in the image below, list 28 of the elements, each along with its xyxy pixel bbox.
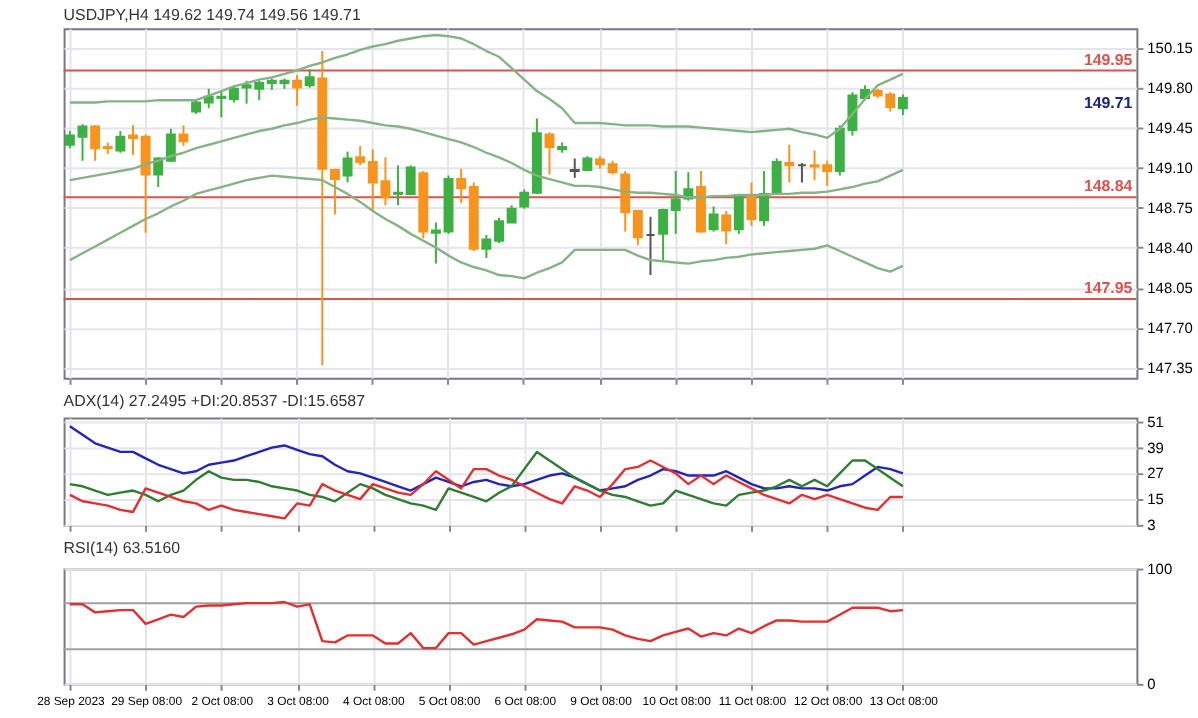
candlestick — [178, 124, 189, 147]
candlestick — [115, 130, 126, 154]
candlestick — [304, 68, 315, 89]
line-series — [68, 459, 905, 520]
candlestick — [342, 150, 353, 184]
candlestick — [897, 93, 908, 117]
chart-title: USDJPY,H4 149.62 149.74 149.56 149.71 — [63, 6, 362, 25]
candlestick — [569, 157, 580, 179]
candlestick — [759, 170, 770, 227]
ref-line-label: 149.95 — [1083, 50, 1134, 69]
line-series — [68, 174, 905, 280]
line-series — [68, 450, 905, 512]
chart-title: RSI(14) 63.5160 — [63, 538, 182, 557]
annotation: 149.71 — [1083, 93, 1134, 112]
ref-line-label: 148.84 — [1083, 177, 1134, 196]
line-series — [68, 424, 905, 492]
candlestick — [746, 181, 757, 227]
line-series — [68, 600, 905, 650]
candlestick — [695, 170, 706, 234]
candlestick — [784, 143, 795, 184]
candlestick — [721, 210, 732, 246]
candlestick — [708, 205, 719, 233]
chart-title: ADX(14) 27.2495 +DI:20.8537 -DI:15.6587 — [63, 391, 367, 410]
candlestick — [771, 157, 782, 197]
candlestick — [733, 192, 744, 235]
candlestick — [292, 74, 303, 107]
ref-line-label: 147.95 — [1083, 279, 1134, 298]
candlestick — [544, 131, 555, 176]
